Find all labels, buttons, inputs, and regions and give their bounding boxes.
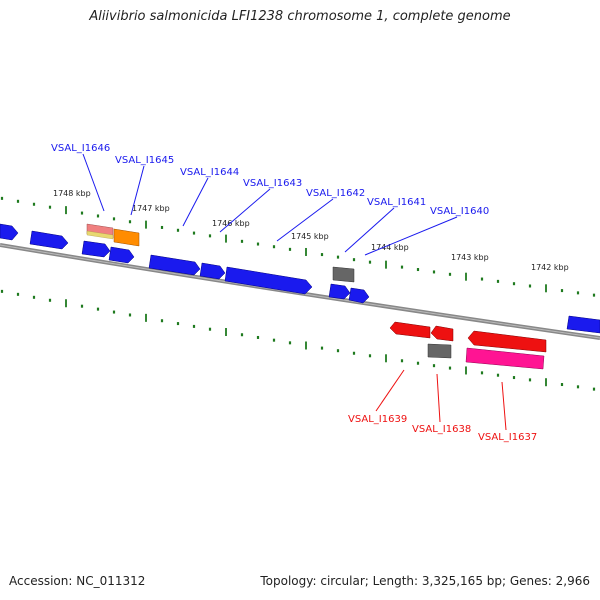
gene-arrow[interactable] — [467, 330, 547, 353]
tick-label-1745: 1745 kbp — [291, 232, 329, 241]
reverse-genes — [389, 321, 547, 370]
gene-arrow[interactable] — [224, 266, 313, 295]
gene-label-vsal-i1638[interactable]: VSAL_I1638 — [412, 424, 471, 435]
tick-label-1748: 1748 kbp — [53, 189, 91, 198]
top-leader-lines — [82, 153, 458, 256]
gene-label-vsal-i1640[interactable]: VSAL_I1640 — [430, 206, 489, 217]
gene-label-vsal-i1645[interactable]: VSAL_I1645 — [115, 155, 174, 166]
pink-gene[interactable] — [465, 347, 545, 370]
tick-label-1747: 1747 kbp — [132, 204, 170, 213]
gene-label-vsal-i1639[interactable]: VSAL_I1639 — [348, 414, 407, 425]
gene-arrow[interactable] — [328, 283, 351, 300]
gene-label-vsal-i1643[interactable]: VSAL_I1643 — [243, 178, 302, 189]
gene-label-vsal-i1644[interactable]: VSAL_I1644 — [180, 167, 239, 178]
lower-tick-track — [0, 289, 596, 391]
accession-label: Accession: NC_011312 — [9, 574, 146, 588]
tick-label-1746: 1746 kbp — [212, 219, 250, 228]
upper-tick-track — [0, 196, 596, 297]
bottom-leader-lines — [375, 369, 507, 431]
gene-arrow[interactable] — [430, 325, 454, 342]
gene-label-vsal-i1646[interactable]: VSAL_I1646 — [51, 143, 110, 154]
gene-arrow[interactable] — [81, 240, 111, 258]
gene-arrow[interactable] — [199, 262, 226, 280]
gene-arrow[interactable] — [148, 254, 201, 276]
gray-gene[interactable] — [427, 343, 452, 359]
gene-label-vsal-i1642[interactable]: VSAL_I1642 — [306, 188, 365, 199]
orange-gene[interactable] — [113, 228, 140, 247]
gene-label-vsal-i1637[interactable]: VSAL_I1637 — [478, 432, 537, 443]
topology-label: Topology: circular; Length: 3,325,165 bp… — [260, 574, 590, 588]
tick-label-1744: 1744 kbp — [371, 243, 409, 252]
gene-arrow[interactable] — [29, 230, 69, 250]
tick-label-1743: 1743 kbp — [451, 253, 489, 262]
gene-arrow[interactable] — [0, 223, 19, 241]
gene-arrow[interactable] — [348, 287, 370, 304]
tick-label-1742: 1742 kbp — [531, 263, 569, 272]
gene-arrow[interactable] — [108, 246, 135, 264]
gene-label-vsal-i1641[interactable]: VSAL_I1641 — [367, 197, 426, 208]
gene-arrow[interactable] — [389, 321, 431, 339]
page-title: Aliivibrio salmonicida LFI1238 chromosom… — [89, 9, 511, 24]
yellow-gene[interactable] — [86, 230, 114, 240]
gray-gene[interactable] — [332, 266, 355, 283]
gene-arrow[interactable] — [566, 315, 600, 334]
forward-genes — [0, 223, 600, 334]
